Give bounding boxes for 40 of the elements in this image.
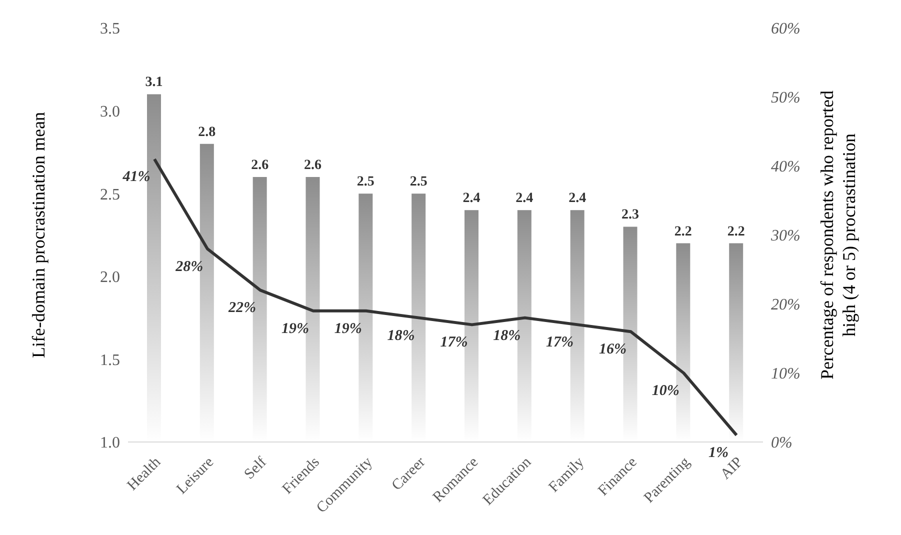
data-label: 2.6 [251,158,269,174]
data-label: 18% [493,328,521,344]
data-label: 19% [334,320,362,337]
y2-tick-label: 50% [771,90,800,107]
data-label: 2.8 [198,124,216,140]
data-label: 2.5 [410,174,428,190]
data-label: 2.3 [622,208,639,223]
data-label: 3.1 [145,75,163,90]
data-label: 19% [281,320,309,337]
y2-axis-title: Percentage of respondents who reported high (4 or 5) procrastination [817,90,859,380]
data-label: 28% [174,258,204,275]
data-label: 41% [122,169,150,186]
y-tick-label: 3.5 [100,20,120,38]
y2-tick-label: 40% [771,158,800,176]
data-label: 2.4 [462,191,480,206]
x-tick-label: Self [242,454,270,483]
data-label: 22% [228,300,256,316]
data-label: 2.4 [568,191,586,206]
y-axis-title: Life-domain procrastination mean [28,112,48,358]
y-tick-label: 1.5 [100,352,120,369]
data-label: 17% [440,334,468,351]
data-label: 17% [546,334,574,351]
y-tick-label: 1.0 [100,434,120,452]
y-tick-label: 2.0 [100,269,120,286]
y-tick-label: 3.0 [100,103,120,120]
data-label: 1% [708,445,729,462]
data-label: 2.2 [674,224,692,240]
y2-tick-label: 20% [771,296,800,314]
data-label: 16% [598,342,626,358]
y2-tick-label: 60% [771,20,800,38]
y2-tick-label: 30% [770,228,800,245]
data-label: 10% [652,383,680,399]
y2-tick-label: 0% [771,434,792,452]
data-label: 2.2 [727,224,745,240]
y-tick-label: 2.5 [100,186,120,204]
data-label: 2.4 [516,191,534,206]
data-label: 2.6 [304,158,322,174]
y2-tick-label: 10% [771,366,800,383]
data-label: 18% [387,328,415,344]
data-label: 2.5 [356,174,374,190]
